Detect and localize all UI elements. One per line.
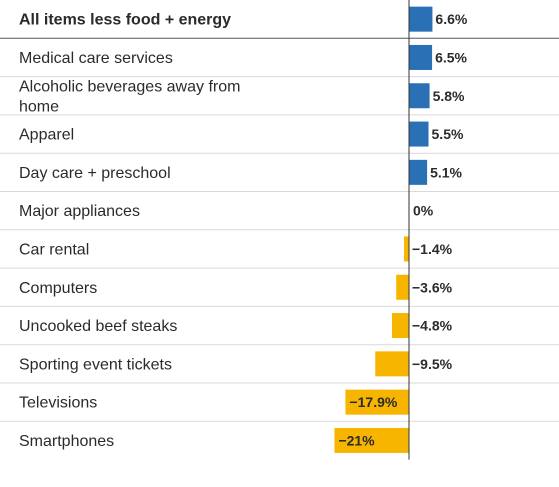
value-label: −9.5% — [412, 356, 453, 372]
bar — [396, 274, 409, 300]
bar — [375, 351, 409, 377]
bar — [409, 121, 429, 147]
value-label: −4.8% — [412, 318, 453, 334]
category-label: Medical care services — [19, 50, 173, 67]
bar — [334, 427, 409, 453]
bar — [409, 44, 433, 70]
value-label: 6.5% — [435, 49, 467, 65]
value-label: 5.1% — [430, 164, 462, 180]
value-label: 5.5% — [432, 126, 464, 142]
category-label: Alcoholic beverages away from home — [19, 78, 240, 115]
category-label: Smartphones — [19, 433, 114, 450]
bar — [409, 6, 433, 32]
value-label: 0% — [413, 203, 434, 219]
bar — [404, 236, 409, 262]
value-label: −21% — [338, 432, 375, 448]
category-label: Car rental — [19, 241, 89, 258]
category-label: Major appliances — [19, 203, 140, 220]
value-label: 6.6% — [435, 11, 467, 27]
bar — [409, 159, 428, 185]
value-label: −17.9% — [349, 394, 397, 410]
category-label: Computers — [19, 280, 97, 297]
value-label: −3.6% — [412, 279, 453, 295]
category-label: Televisions — [19, 395, 97, 412]
category-label: Apparel — [19, 127, 74, 144]
value-label: 5.8% — [433, 88, 465, 104]
category-label: Uncooked beef steaks — [19, 318, 177, 335]
category-label: Day care + preschool — [19, 165, 171, 182]
category-label: All items less food + energy — [19, 12, 231, 29]
bar — [409, 83, 430, 109]
bar — [345, 389, 409, 415]
bar — [391, 313, 409, 339]
value-label: −1.4% — [412, 241, 453, 257]
category-label: Sporting event tickets — [19, 356, 172, 373]
